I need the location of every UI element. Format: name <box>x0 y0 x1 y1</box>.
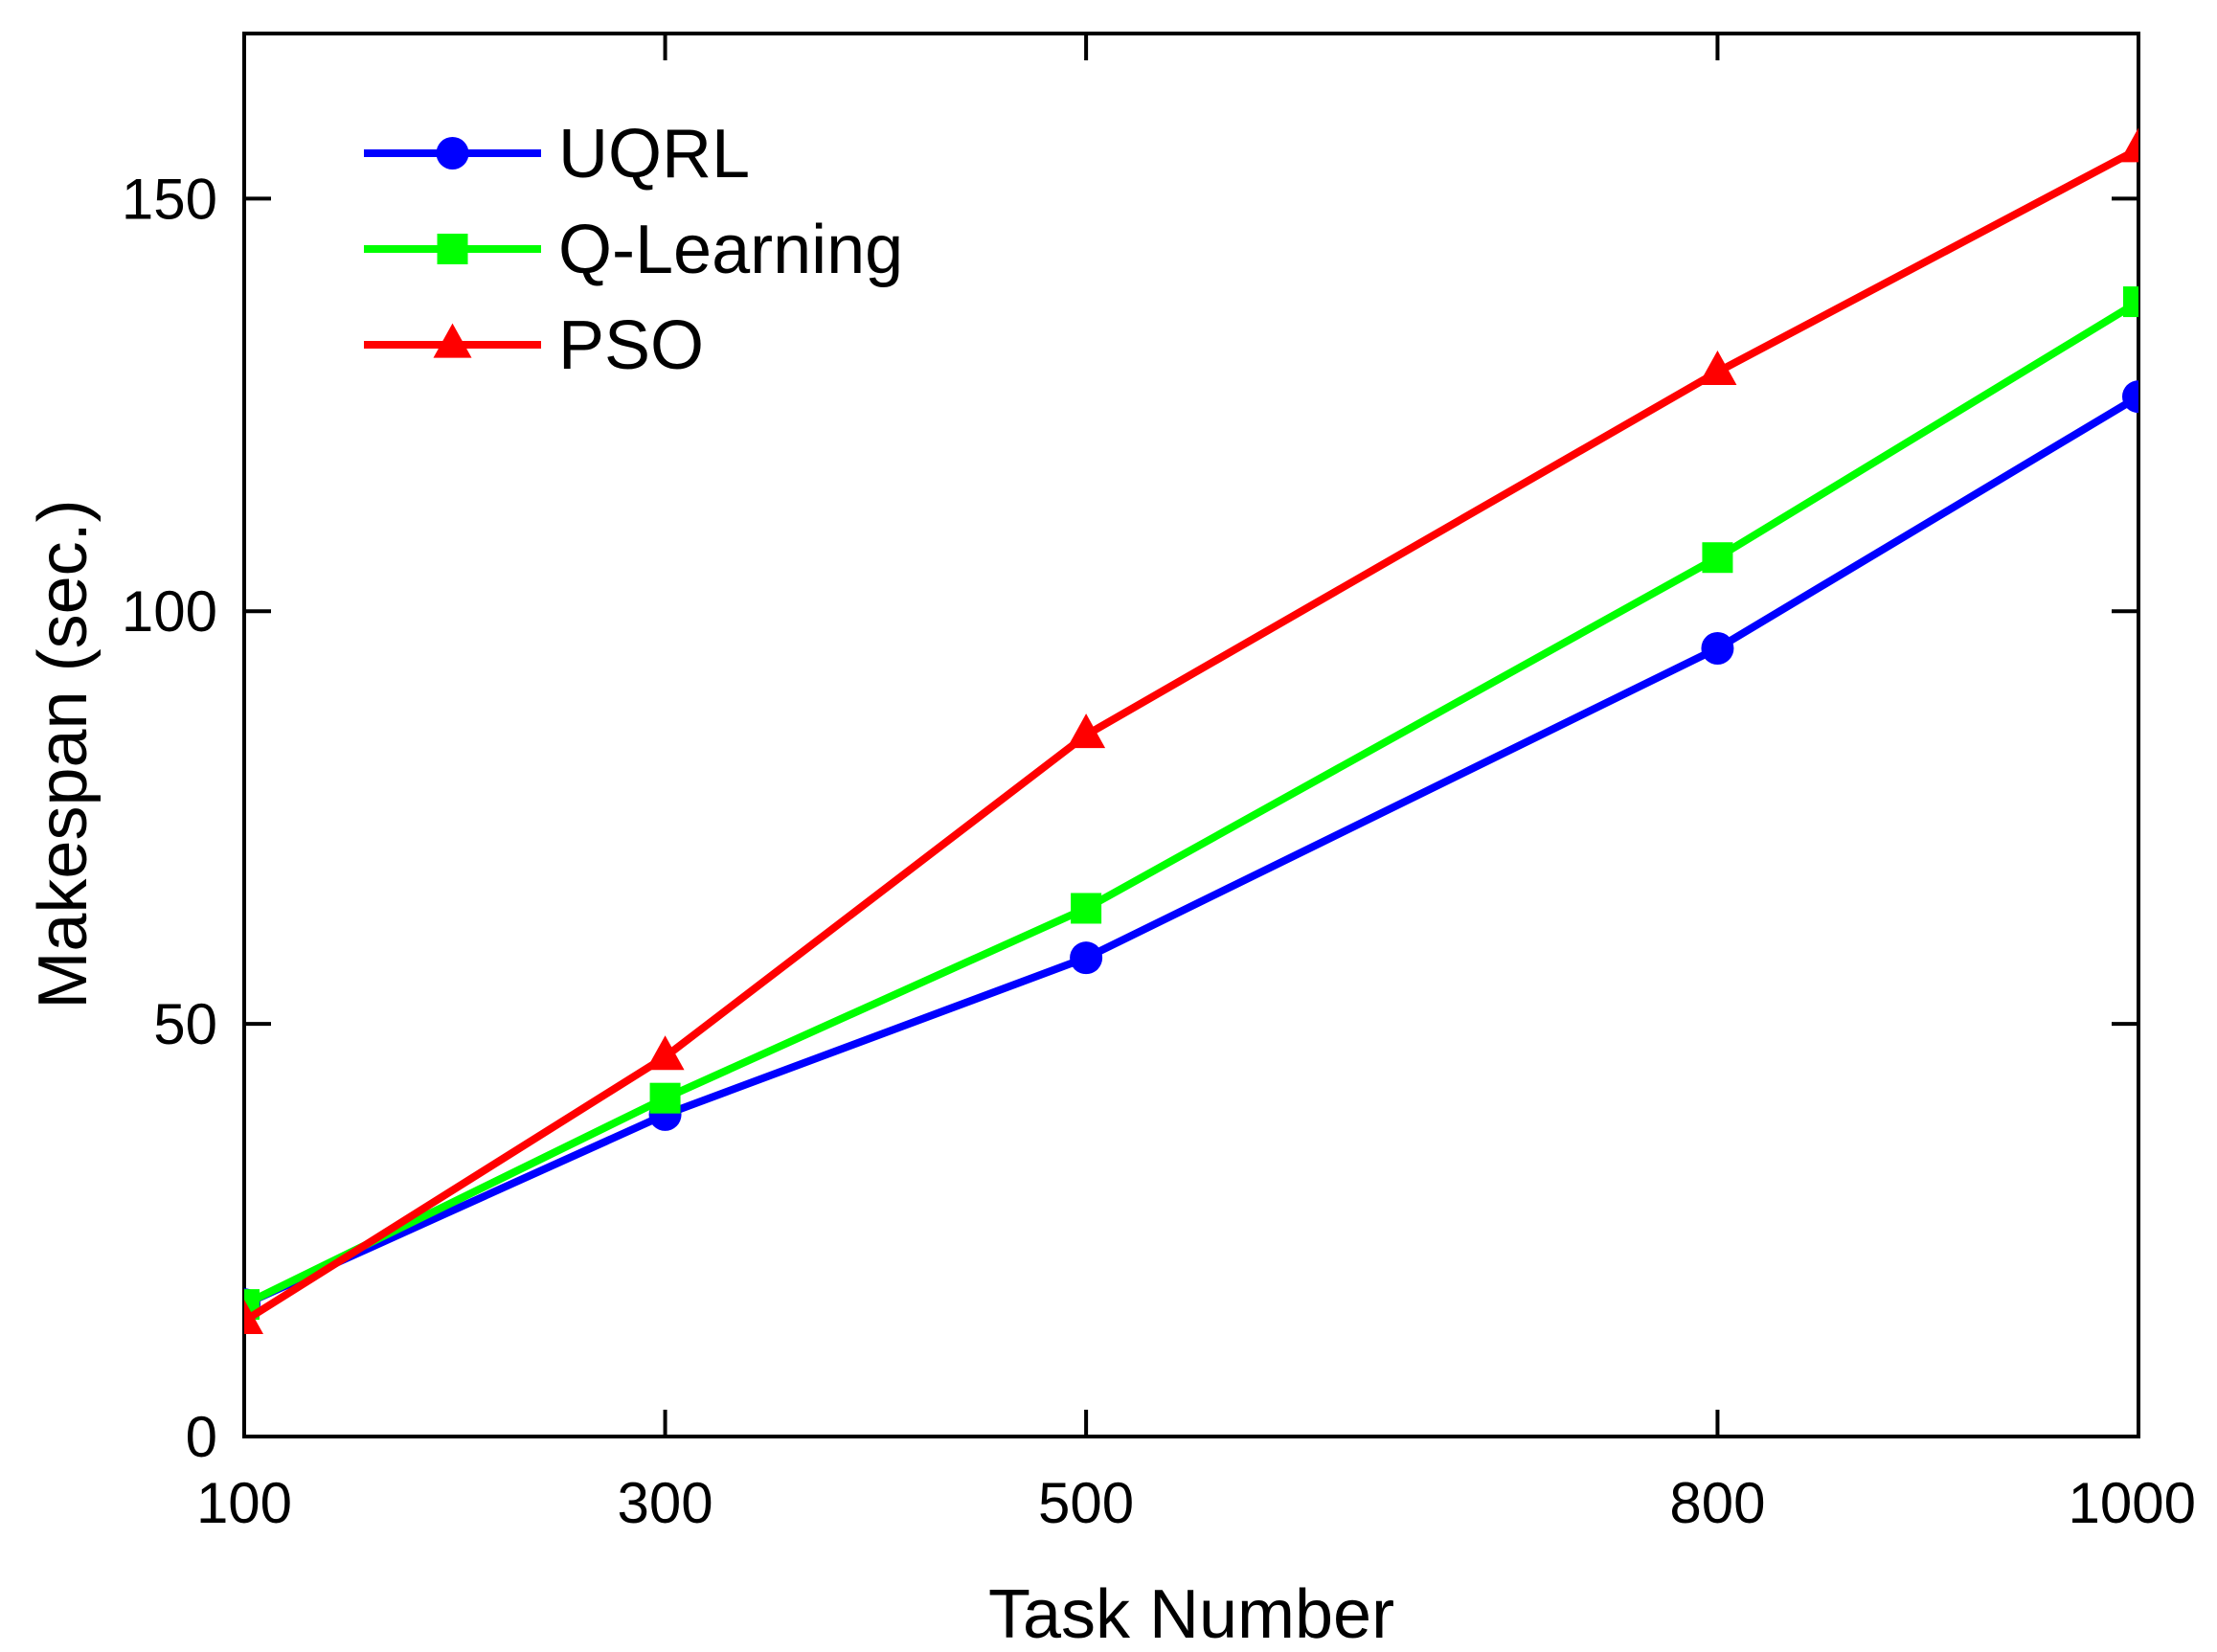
series-q-learning <box>244 286 2138 1321</box>
data-point <box>1071 893 1102 924</box>
x-tick-label: 1000 <box>2069 1471 2196 1535</box>
legend-marker <box>433 323 472 358</box>
x-tick-label: 100 <box>196 1471 292 1535</box>
data-point <box>2119 127 2138 163</box>
y-tick-label: 150 <box>122 167 217 231</box>
data-point <box>1702 542 1733 574</box>
legend-entry: Q-Learning <box>364 212 903 288</box>
legend-label: UQRL <box>558 116 750 192</box>
plot-frame <box>242 32 2140 1438</box>
data-point <box>1067 713 1106 749</box>
legend-marker <box>437 234 468 264</box>
y-tick-label: 100 <box>122 579 217 644</box>
series-layer <box>244 127 2138 1335</box>
y-axis-title: Makespan (sec.) <box>25 499 102 1008</box>
legend: UQRL Q-Learning PSO <box>364 116 903 384</box>
data-point <box>2123 286 2138 318</box>
legend-label: PSO <box>558 307 704 384</box>
data-point <box>1070 941 1103 975</box>
series-pso <box>244 127 2138 1335</box>
x-tick-label: 800 <box>1669 1471 1765 1535</box>
legend-entry: UQRL <box>364 116 750 192</box>
x-axis-title: Task Number <box>988 1576 1394 1652</box>
legend-entry: PSO <box>364 307 704 384</box>
y-tick-label: 0 <box>186 1405 217 1469</box>
legend-marker <box>436 137 469 170</box>
data-point <box>2122 380 2138 414</box>
series-line <box>244 298 2138 1308</box>
data-point <box>1698 351 1737 386</box>
data-point <box>649 1082 681 1114</box>
x-tick-label: 500 <box>1038 1471 1134 1535</box>
data-point <box>645 1035 685 1071</box>
legend-label: Q-Learning <box>558 212 903 288</box>
y-tick-label: 50 <box>153 992 217 1056</box>
tick-layer: 0 50 100 150 100 300 500 800 1000 <box>122 34 2196 1535</box>
data-point <box>244 1300 263 1335</box>
x-tick-label: 300 <box>618 1471 713 1535</box>
data-point <box>1701 632 1734 666</box>
series-line <box>244 146 2138 1324</box>
plot-area <box>242 32 2140 1438</box>
